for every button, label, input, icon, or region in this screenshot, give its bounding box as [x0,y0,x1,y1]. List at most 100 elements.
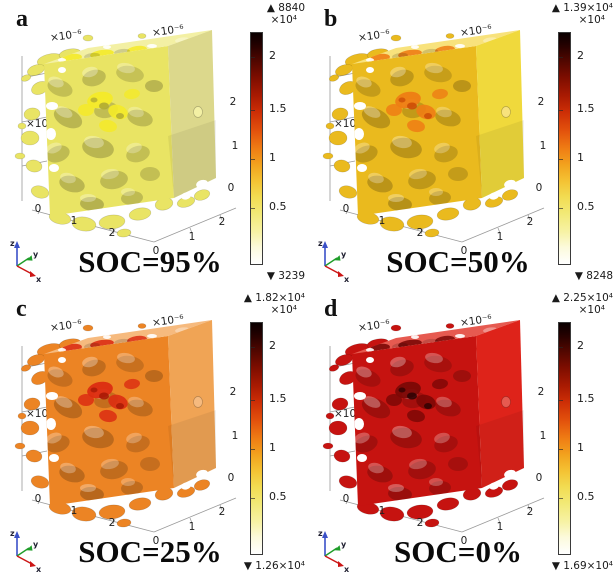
svg-text:z: z [10,529,15,538]
hot-spot-blobs [78,378,140,423]
cube-right-face [168,320,216,488]
colorbar: ▲ 1.39×10⁴ ×10⁴ 2 1.5 1 0.5 ▼ 8248 [550,2,614,288]
cube-right-face [168,30,216,198]
xyz-triad-icon: z y x [10,239,42,284]
svg-text:2: 2 [527,506,534,518]
colorbar-multiplier-label: ×10⁴ [270,14,297,26]
soc-panel: a ×10⁻⁶ ×10⁻⁶ ×10⁻⁶ [0,0,307,290]
svg-text:0: 0 [153,535,160,547]
colorbar-min-label: ▼ 3239 [266,270,305,282]
svg-text:0: 0 [461,245,468,257]
svg-text:0: 0 [35,203,42,215]
svg-text:y: y [341,250,347,259]
colorbar: ▲ 1.82×10⁴ ×10⁴ 2 1.5 1 0.5 ▼ 1.26×10⁴ [242,292,306,578]
soc-panel: c ×10⁻⁶ ×10⁻⁶ ×10⁻⁶ [0,290,307,580]
svg-text:2: 2 [527,216,534,228]
colorbar-gradient-bar [250,322,263,555]
pore-holes [354,67,374,172]
svg-text:1: 1 [379,505,386,517]
right-face-notch-2 [489,482,499,490]
soc-panel: d ×10⁻⁶ ×10⁻⁶ ×10⁻⁶ [308,290,615,580]
colorbar-gradient-bar [558,32,571,265]
axis-tick-labels: 0 1 2 0 1 2 2 1 0 [35,96,239,257]
xyz-triad-icon: z y x [318,529,350,574]
colorbar-multiplier-label: ×10⁴ [578,14,605,26]
svg-text:0: 0 [461,535,468,547]
right-face-notch-2 [489,192,499,200]
cube-top-face [44,320,212,354]
colorbar-tick-label: 1.5 [269,392,287,405]
svg-text:x: x [344,565,350,574]
svg-text:1: 1 [232,140,239,152]
svg-text:2: 2 [219,506,226,518]
svg-text:0: 0 [343,493,350,505]
svg-text:1: 1 [540,140,547,152]
svg-text:z: z [318,529,323,538]
colorbar-max-label: ▲ 1.39×10⁴ [551,2,613,14]
svg-text:2: 2 [219,216,226,228]
svg-text:2: 2 [417,227,424,239]
cube-top-face [44,30,212,64]
svg-text:0: 0 [228,182,235,194]
svg-text:1: 1 [497,521,504,533]
hot-spot-blobs [78,88,140,133]
colorbar-tick-label: 1 [269,151,276,164]
colorbar-multiplier-label: ×10⁴ [578,304,605,316]
colorbar: ▲ 8840 ×10⁴ 2 1.5 1 0.5 ▼ 3239 [242,2,306,288]
cube-right-face [476,320,524,488]
soc-panel: b ×10⁻⁶ ×10⁻⁶ ×10⁻⁶ [308,0,615,290]
colorbar-tick-label: 1 [269,441,276,454]
hot-spot-blobs [386,88,448,133]
deep-core-blobs [90,387,124,409]
colorbar-tick-label: 1 [577,151,584,164]
right-face-notch-2 [181,482,191,490]
colorbar-tick-label: 2 [269,339,276,352]
svg-text:0: 0 [228,472,235,484]
soc-title: SOC=25% [78,534,222,569]
colorbar-tick-label: 0.5 [269,490,287,503]
colorbar-multiplier-label: ×10⁴ [270,304,297,316]
colorbar-tick-label: 2 [577,339,584,352]
right-face-hole [501,106,511,118]
colorbar-max-label: ▲ 2.25×10⁴ [551,292,613,304]
cube-top-face [352,320,520,354]
front-face-texture [354,352,471,502]
svg-text:0: 0 [536,472,543,484]
colorbar-tick-label: 0.5 [577,490,595,503]
cube-right-face [476,30,524,198]
svg-text:0: 0 [536,182,543,194]
isosurface-3d-plot: 0 1 2 0 1 2 2 1 0 [14,320,239,547]
deep-core-blobs [398,97,432,119]
svg-text:x: x [36,565,42,574]
deep-core-blobs [90,97,124,119]
colorbar-tick-label: 0.5 [577,200,595,213]
svg-text:x: x [344,275,350,284]
svg-text:0: 0 [343,203,350,215]
cube-top-face [352,30,520,64]
isosurface-3d-plot: 0 1 2 0 1 2 2 1 0 [322,30,547,257]
colorbar-tick-label: 1 [577,441,584,454]
svg-text:1: 1 [540,430,547,442]
colorbar-tick-label: 1.5 [577,392,595,405]
svg-text:y: y [341,540,347,549]
soc-title: SOC=0% [394,534,522,569]
svg-text:1: 1 [189,521,196,533]
svg-text:y: y [33,540,39,549]
front-face-texture [46,62,163,212]
colorbar-max-label: ▲ 1.82×10⁴ [243,292,305,304]
deep-core-blobs [398,387,432,409]
svg-text:z: z [318,239,323,248]
soc-title: SOC=95% [78,244,222,279]
axis-tick-labels: 0 1 2 0 1 2 2 1 0 [35,386,239,547]
svg-text:2: 2 [230,386,237,398]
front-face-texture [354,62,471,212]
colorbar-tick-label: 2 [269,49,276,62]
panel-letter: a [16,6,28,32]
svg-text:0: 0 [153,245,160,257]
panel-letter: d [324,296,338,322]
colorbar-gradient-bar [250,32,263,265]
svg-text:y: y [33,250,39,259]
panel-letter: c [16,296,27,322]
xyz-triad-icon: z y x [318,239,350,284]
isosurface-3d-plot: 0 1 2 0 1 2 2 1 0 [14,30,239,257]
